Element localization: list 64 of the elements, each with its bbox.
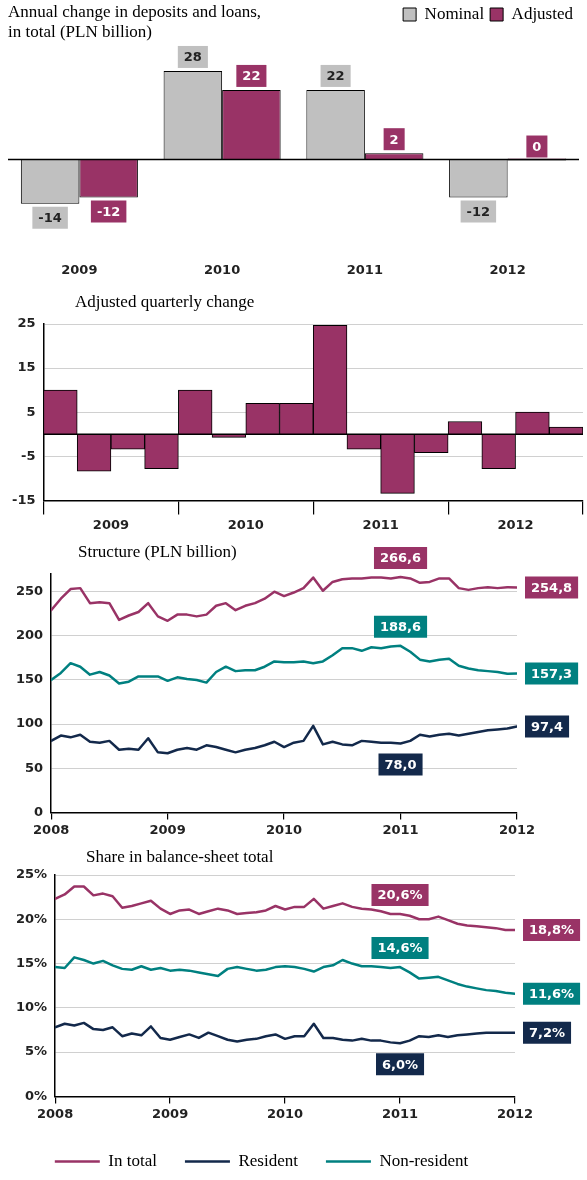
x-tick-label: 2011: [381, 1105, 419, 1121]
y-tick-label: 250: [16, 583, 44, 599]
y-tick-label: 50: [25, 759, 44, 775]
x-tick-label: 2012: [489, 261, 526, 277]
y-tick-label: 20%: [15, 910, 48, 926]
x-tick-label: 2008: [37, 1105, 74, 1121]
data-label: -14: [38, 210, 62, 226]
y-tick-label: 0: [34, 803, 44, 819]
data-label: 0: [532, 138, 542, 154]
y-tick-label: -15: [11, 491, 36, 507]
chart-title: Annual change in deposits and loans, in total (PLN billion): [8, 2, 263, 42]
x-tick-label: 2009: [92, 516, 130, 532]
legend-label: Resident: [238, 1150, 299, 1170]
data-label: 28: [183, 49, 202, 65]
annotation: 7,2%: [529, 1025, 566, 1041]
chart-title: Share in balance-sheet total: [86, 847, 275, 867]
annotation: 11,6%: [529, 986, 575, 1002]
x-tick-label: 2011: [362, 516, 399, 532]
data-label: -12: [466, 203, 491, 219]
annotation: 266,6: [379, 550, 422, 566]
x-tick-label: 2012: [497, 516, 534, 532]
x-tick-label: 2010: [265, 821, 303, 837]
y-tick-label: 25: [17, 315, 36, 331]
y-tick-label: 200: [16, 627, 44, 643]
annotation: 18,8%: [529, 922, 575, 938]
x-tick-label: 2010: [204, 261, 241, 277]
y-tick-label: 0%: [25, 1087, 48, 1103]
legend-label: In total: [108, 1150, 158, 1170]
annotation: 157,3: [531, 665, 573, 681]
x-tick-label: 2010: [227, 516, 264, 532]
x-tick-label: 2011: [346, 261, 383, 277]
legend-label: Nominal: [424, 3, 485, 23]
y-tick-label: 5%: [25, 1043, 48, 1059]
annotation: 78,0: [384, 756, 417, 772]
y-tick-label: 10%: [15, 999, 48, 1015]
y-tick-label: 15%: [15, 954, 48, 970]
x-tick-label: 2011: [382, 821, 419, 837]
y-tick-label: 5: [26, 403, 36, 419]
x-tick-label: 2010: [266, 1105, 304, 1121]
legend-label: Non-resident: [379, 1150, 469, 1170]
x-tick-label: 2008: [33, 821, 70, 837]
annotation: 6,0%: [382, 1056, 419, 1072]
y-tick-label: 100: [16, 715, 44, 731]
data-label: 22: [326, 68, 345, 84]
annotation: 97,4: [531, 718, 564, 734]
data-label: 22: [242, 68, 261, 84]
legend-label: Adjusted: [511, 3, 574, 23]
x-tick-label: 2009: [61, 261, 98, 277]
annotation: 188,6: [379, 619, 422, 635]
x-tick-label: 2012: [496, 1105, 534, 1121]
y-tick-label: 15: [17, 359, 36, 375]
data-label: -12: [96, 203, 121, 219]
y-tick-label: 150: [16, 671, 44, 687]
annotation: 20,6%: [377, 887, 423, 903]
x-tick-label: 2009: [149, 821, 186, 837]
chart-title: Adjusted quarterly change: [75, 292, 256, 312]
y-tick-label: 25%: [15, 866, 48, 882]
data-label: 2: [389, 131, 399, 147]
chart-title: Structure (PLN billion): [78, 542, 237, 561]
annotation: 254,8: [531, 579, 573, 595]
annotation: 14,6%: [377, 940, 423, 956]
x-tick-label: 2012: [498, 821, 536, 837]
x-tick-label: 2009: [151, 1105, 189, 1121]
y-tick-label: -5: [21, 447, 36, 463]
